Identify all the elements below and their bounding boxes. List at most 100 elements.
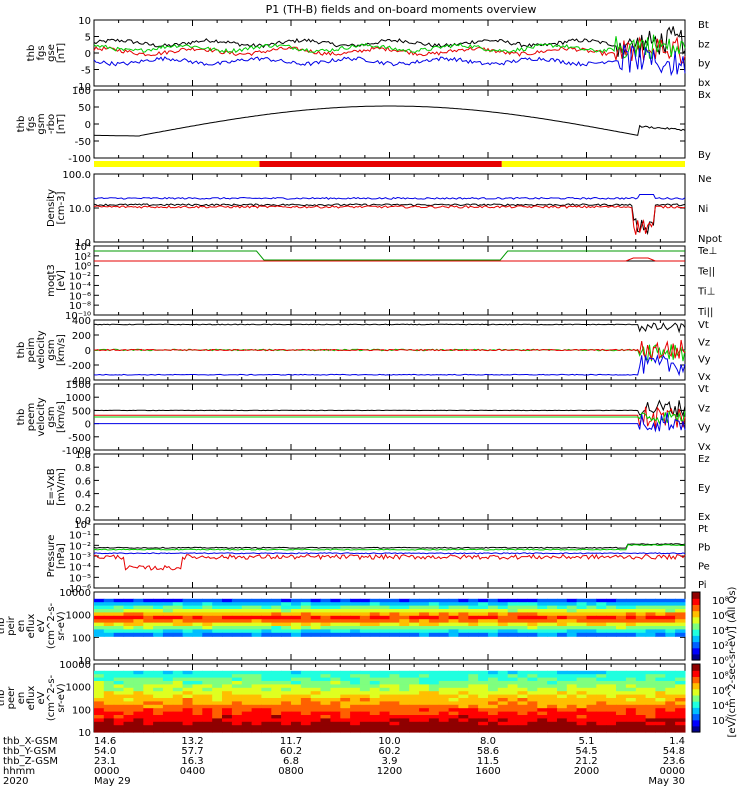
colorbar-cell [692,635,700,643]
spectrogram-cell [438,674,450,679]
spectrogram-cell [448,629,459,634]
spectrogram-cell [379,687,390,692]
spectrogram-cell [458,694,469,699]
spectrogram-cell [488,698,499,702]
spectrogram-cell [458,708,469,713]
spectrogram-cell [428,602,440,607]
spectrogram-cell [576,615,587,620]
spectrogram-cell [123,670,134,675]
spectrogram-cell [271,619,282,624]
spectrogram-cell [291,687,302,692]
spectrogram-cell [261,677,272,682]
spectrogram-cell [251,694,262,699]
spectrogram-cell [182,694,193,699]
spectrogram-cell [231,674,243,679]
spectrogram-cell [399,708,410,713]
spectrogram-cell [566,701,578,706]
spectrogram-cell [389,718,400,723]
y-axis-label: [cm-3] [56,191,67,224]
spectrogram-cell [310,677,322,682]
spectrogram-cell [665,612,676,617]
spectrogram-cell [320,708,331,713]
spectrogram-cell [202,698,213,702]
spectrogram-cell [251,721,262,726]
spectrogram-cell [586,619,597,624]
spectrogram-cell [557,704,568,709]
spectrogram-cell [320,605,331,610]
spectrogram-cell [192,708,203,713]
spectrogram-cell [281,698,292,702]
spectrogram-cell [547,615,558,620]
y-axis-label: [nT] [56,43,67,63]
spectrogram-cell [202,708,213,713]
spectrogram-cell [320,687,331,692]
spectrogram-cell [527,684,538,689]
spectrogram-cell [596,684,607,689]
spectrogram-cell [399,619,410,624]
spectrogram-cell [527,629,538,634]
spectrogram-cell [635,721,647,726]
legend-npot: Npot [698,234,722,245]
spectrogram-cell [359,721,371,726]
legend-bx: Bx [698,90,711,101]
spectrogram-cell [635,701,647,706]
spectrogram-cell [547,681,558,685]
spectrogram-cell [399,615,410,620]
spectrogram-cell [202,704,213,709]
spectrogram-cell [320,670,331,675]
spectrogram-cell [300,708,312,713]
spectrogram-cell [369,708,381,713]
spectrogram-cell [428,687,440,692]
spectrogram-cell [517,721,528,726]
spectrogram-cell [320,704,331,709]
spectrogram-cell [488,632,499,637]
spectrogram-cell [419,674,430,679]
spectrogram-cell [547,694,558,699]
colorbar-cell [692,688,700,696]
spectrogram-cell [497,694,509,699]
spectrogram-cell [428,728,440,733]
spectrogram-cell [320,619,331,624]
spectrogram-cell [340,598,351,603]
colorbar-tick-label: 10² [712,641,729,652]
spectrogram-cell [103,728,115,733]
spectrogram-cell [162,681,174,685]
legend-vy: Vy [698,355,711,366]
spectrogram-cell [153,626,164,630]
spectrogram-cell [537,629,548,634]
spectrogram-cell [369,681,381,685]
spectrogram-cell [389,632,400,637]
spectrogram-cell [133,721,144,726]
spectrogram-cell [665,718,676,723]
spectrogram-cell [675,632,686,637]
spectrogram-cell [389,622,400,627]
spectrogram-cell [625,718,637,723]
spectrogram-cell [192,704,203,709]
spectrogram-cell [665,694,676,699]
spectrogram-cell [438,626,450,630]
spectrogram-cell [428,677,440,682]
spectrogram-cell [281,626,292,630]
spectrogram-cell [616,701,627,706]
spectrogram-cell [172,598,184,603]
y-axis-label: [eV] [56,270,67,291]
spectrogram-cell [586,687,597,692]
spectrogram-cell [399,609,410,613]
spectrogram-cell [606,704,617,709]
spectrogram-cell [419,615,430,620]
spectrogram-cell [350,728,361,733]
legend-pi: Pi [698,580,707,591]
spectrogram-cell [330,677,341,682]
spectrogram-cell [251,701,262,706]
spectrogram-cell [251,718,262,723]
spectrogram-cell [281,629,292,634]
spectrogram-cell [103,708,115,713]
spectrogram-cell [507,615,519,620]
spectrogram-cell [271,609,282,613]
spectrogram-cell [202,632,213,637]
spectrogram-cell [399,718,410,723]
spectrogram-cell [478,708,489,713]
spectrogram-cell [389,670,400,675]
spectrogram-cell [606,684,617,689]
spectrogram-cell [645,674,656,679]
